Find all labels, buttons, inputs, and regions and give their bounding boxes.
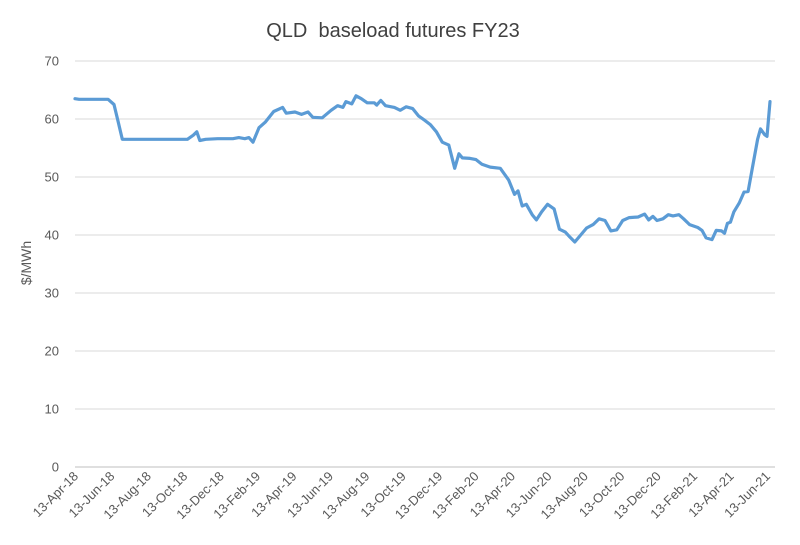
y-tick-label: 50 [45,170,59,185]
series-line [73,94,772,244]
y-tick-label: 70 [45,54,59,69]
y-tick-label: 20 [45,344,59,359]
y-tick-label: 30 [45,286,59,301]
y-tick-label: 60 [45,112,59,127]
y-tick-label: 10 [45,402,59,417]
y-tick-label: 0 [52,460,59,475]
y-axis-ticks: 0 10 20 30 40 50 60 70 [45,54,59,475]
y-axis-label: $/MWh [18,241,34,285]
x-axis-ticks: 13-Apr-1813-Jun-1813-Aug-1813-Oct-1813-D… [30,469,773,523]
gridlines [75,60,775,410]
y-tick-label: 40 [45,228,59,243]
chart-title: QLD baseload futures FY23 [266,20,519,42]
